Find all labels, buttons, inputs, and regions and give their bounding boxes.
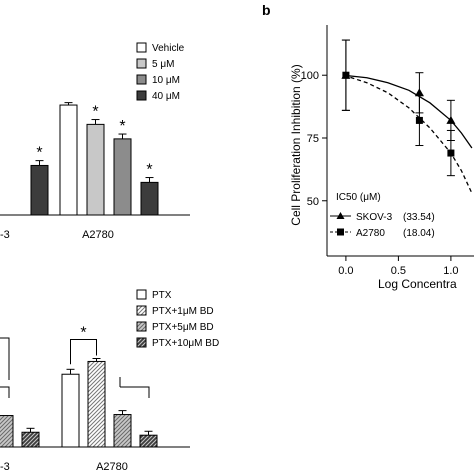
point-skov-3-2 (446, 115, 456, 124)
legend-marker-skov3 (336, 212, 345, 219)
bottom-cropped-bracket-0 (0, 337, 10, 380)
bottom-legend-swatch-ptx-1um (136, 305, 147, 316)
legend-ic50-a2780: (18.04) (403, 228, 435, 239)
top-legend-swatch-10um (136, 74, 147, 85)
top-legend-label-5um: 5 μM (152, 59, 174, 70)
top-legend-swatch-vehicle (136, 42, 147, 53)
bottom-bar-0-1 (61, 373, 80, 448)
bottom-legend: PTX PTX+1μM BD PTX+5μM BD PTX+10μM BD (136, 289, 219, 349)
legend-marker-a2780 (337, 228, 344, 236)
x-tick-label-0: 0.0 (338, 265, 353, 277)
bottom-bracket-ptx5-ptx10 (120, 386, 150, 398)
top-bar-3-0 (30, 164, 49, 216)
bottom-bar-1-1 (87, 360, 106, 448)
bottom-legend-swatch-ptx (136, 289, 147, 300)
x-tick-label-2: 1.0 (443, 265, 458, 277)
bottom-legend-swatch-ptx-5um (136, 321, 147, 332)
point-skov-3-1 (414, 88, 424, 97)
point-a2780-2 (447, 149, 455, 157)
dose-response-legend: IC50 (μM) SKOV-3 (33.54) A2780 (18.04) (330, 192, 435, 239)
bottom-bar-chart: * -3 A2780 PTX PTX+1μM BD PTX+5μM BD PTX… (0, 289, 219, 473)
x-tick-label-1: 0.5 (391, 265, 406, 277)
legend-title-ic50: IC50 (μM) (336, 192, 381, 203)
y-tick-label-1: 75 (307, 133, 319, 145)
legend-ic50-skov3: (33.54) (403, 212, 435, 223)
bottom-significance-bracket-0 (70, 338, 97, 365)
top-bar-0-1 (59, 104, 78, 216)
top-bar-chart: * * * * -3 A2780 Vehicle 5 μM 10 μM 40 μM (0, 42, 190, 241)
bottom-legend-label-ptx-5um: PTX+5μM BD (152, 322, 214, 333)
fit-line-skov-3 (343, 74, 473, 149)
top-category-label-1: A2780 (82, 229, 114, 241)
legend-label-a2780: A2780 (356, 228, 385, 239)
bottom-bar-3-1 (139, 434, 158, 448)
bottom-bar-3-0 (21, 431, 40, 448)
y-tick-label-0: 50 (307, 196, 319, 208)
top-legend: Vehicle 5 μM 10 μM 40 μM (136, 42, 185, 102)
point-a2780-1 (415, 116, 423, 124)
top-legend-swatch-40um (136, 90, 147, 101)
bottom-legend-swatch-ptx-10um (136, 337, 147, 348)
y-tick-label-2: 100 (301, 70, 319, 82)
top-bar-2-1 (113, 138, 132, 216)
top-legend-label-vehicle: Vehicle (152, 43, 185, 54)
bottom-legend-label-ptx-10um: PTX+10μM BD (152, 338, 219, 349)
legend-label-skov3: SKOV-3 (356, 212, 393, 223)
bottom-legend-label-ptx-1um: PTX+1μM BD (152, 306, 214, 317)
bottom-category-label-1: A2780 (96, 461, 128, 473)
top-significance-2: * (146, 162, 152, 179)
x-axis-title: Log Concentra (378, 277, 457, 291)
dose-response-chart: b Cell Proliferation Inhibition (%) 0.0 0… (262, 2, 474, 291)
top-legend-label-10um: 10 μM (152, 75, 180, 86)
point-a2780-0 (342, 71, 350, 79)
bottom-bar-2-1 (113, 414, 132, 448)
y-axis-title: Cell Proliferation Inhibition (%) (289, 64, 303, 225)
bottom-cropped-bracket-1 (0, 386, 10, 398)
top-significance-3: * (36, 145, 42, 162)
bottom-category-label-0: -3 (0, 461, 10, 473)
bottom-bar-2-0 (0, 415, 14, 448)
top-significance-0: * (92, 104, 98, 121)
top-bar-1-1 (86, 123, 105, 216)
top-legend-swatch-5um (136, 58, 147, 69)
top-significance-1: * (119, 118, 125, 135)
top-category-label-0: -3 (0, 229, 10, 241)
panel-label-b: b (262, 2, 271, 18)
bottom-significance-0: * (80, 324, 86, 341)
top-legend-label-40um: 40 μM (152, 91, 180, 102)
bottom-legend-label-ptx: PTX (152, 290, 172, 301)
top-bar-3-1 (140, 181, 159, 216)
